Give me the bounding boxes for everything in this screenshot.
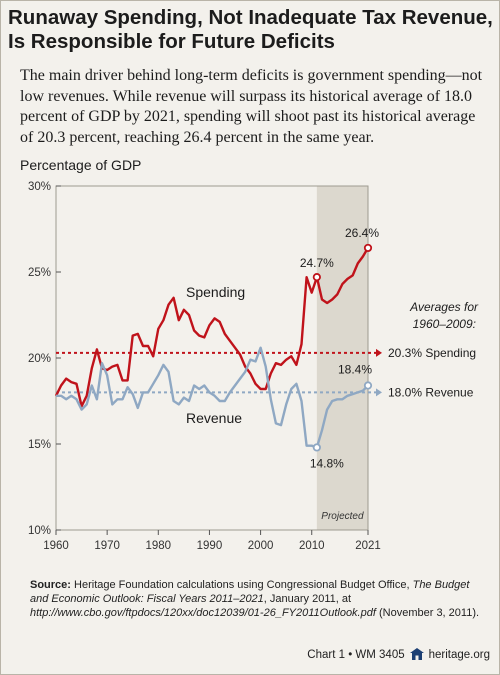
spending-series-label: Spending [186,284,245,300]
footer-chart-id: Chart 1 • WM 3405 [307,648,405,661]
projected-label: Projected [321,511,364,522]
title-line-1: Runaway Spending, Not Inadequate Tax Rev… [8,6,493,29]
x-tick-label: 1990 [197,540,223,552]
averages-heading-line-1: Averages for [409,300,479,314]
data-label: 26.4% [345,226,379,240]
footer-site[interactable]: heritage.org [428,648,490,661]
title-line-2: Is Responsible for Future Deficits [8,30,335,53]
revenue-average-arrow [376,388,382,397]
chart-title: Runaway Spending, Not Inadequate Tax Rev… [8,6,494,54]
y-tick-label: 30% [28,181,51,193]
data-label: 14.8% [310,456,344,470]
averages-heading-line-2: 1960–2009: [413,317,476,331]
source-url[interactable]: http://www.cbo.gov/ftpdocs/120xx/doc1203… [30,607,376,619]
data-point-marker [363,243,373,253]
y-tick-label: 25% [28,267,51,279]
projected-region [316,186,368,530]
data-point-marker [312,443,321,452]
x-tick-label: 2000 [248,540,274,552]
revenue-average-label: 18.0% Revenue [388,385,474,399]
x-tick-label: 2021 [355,540,381,552]
data-label: 24.7% [300,256,334,270]
footer: Chart 1 • WM 3405 heritage.org [307,648,490,661]
source-accessed: (November 3, 2011). [375,607,480,619]
y-axis-label: Percentage of GDP [20,157,142,173]
x-tick-label: 1980 [145,540,171,552]
data-point-marker [312,273,321,282]
source-note: Source: Heritage Foundation calculations… [30,578,490,620]
source-label: Source: [30,579,71,591]
house-icon [409,648,424,660]
y-tick-label: 20% [28,353,51,365]
chart-subtitle: The main driver behind long-term deficit… [20,67,483,146]
source-title: The Budget and Economic Outlook: Fiscal … [30,579,470,605]
x-tick-label: 1970 [94,540,120,552]
spending-average-label: 20.3% Spending [388,346,476,360]
x-tick-label: 1960 [43,540,69,552]
data-point-marker [363,381,373,390]
source-text: Heritage Foundation calculations using C… [70,579,413,591]
spending-average-arrow [376,348,382,357]
y-tick-label: 10% [28,525,51,537]
y-tick-label: 15% [28,439,51,451]
data-label: 18.4% [338,363,372,377]
revenue-series-label: Revenue [186,410,242,426]
source-date: , January 2011, at [263,593,352,605]
x-tick-label: 2010 [299,540,325,552]
